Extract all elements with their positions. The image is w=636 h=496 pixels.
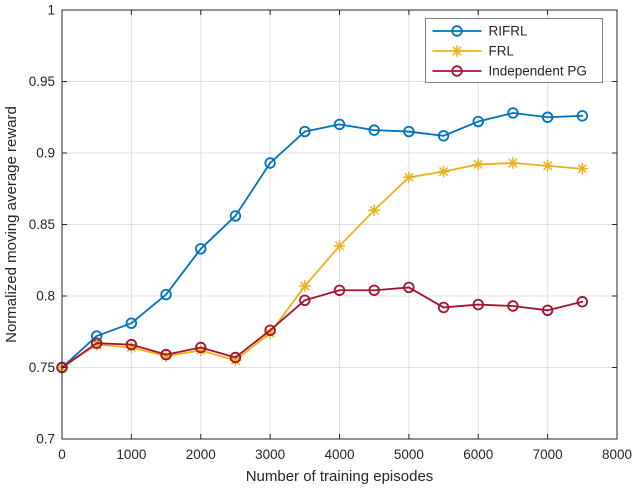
x-tick-label: 4000 — [324, 447, 354, 462]
circle-marker — [125, 338, 138, 351]
y-tick-label: 0.75 — [29, 360, 55, 375]
asterisk-marker — [437, 165, 450, 178]
x-tick-label: 5000 — [394, 447, 424, 462]
circle-marker — [195, 243, 207, 255]
circle-marker — [299, 125, 311, 138]
y-axis-title: Normalized moving average reward — [3, 106, 20, 343]
circle-marker — [264, 324, 276, 337]
tick-marks — [61, 9, 618, 440]
x-tick-labels: 0 1000 2000 3000 4000 5000 6000 7000 8000 — [58, 447, 632, 462]
circle-marker — [160, 288, 172, 301]
x-axis-title: Number of training episodes — [246, 468, 434, 485]
circle-marker — [299, 294, 311, 306]
x-tick-label: 2000 — [186, 447, 216, 462]
circle-marker — [472, 115, 484, 128]
legend: RIFRL FRL Independent PG — [425, 18, 603, 83]
y-tick-label: 0.85 — [29, 217, 55, 232]
circle-marker — [451, 65, 463, 77]
asterisk-marker — [541, 159, 554, 172]
x-tick-label: 0 — [58, 447, 66, 462]
legend-label: Independent PG — [489, 64, 587, 79]
series-independent-pg — [56, 281, 589, 374]
circle-marker — [403, 281, 415, 294]
circle-marker — [125, 317, 138, 329]
circle-marker — [195, 341, 207, 354]
circle-marker — [403, 125, 415, 138]
legend-item-independent-pg: Independent PG — [432, 64, 587, 79]
circle-marker — [507, 300, 519, 312]
series-line — [61, 112, 584, 369]
asterisk-marker — [298, 280, 311, 292]
circle-marker — [333, 118, 346, 131]
circle-marker — [576, 296, 589, 308]
y-tick-labels: 0.7 0.75 0.8 0.85 0.9 0.95 1 — [29, 3, 55, 447]
legend-item-rifrl: RIFRL — [432, 24, 528, 39]
y-tick-label: 0.9 — [36, 146, 55, 161]
circle-marker — [437, 130, 450, 142]
asterisk-marker — [451, 45, 463, 57]
x-tick-label: 6000 — [463, 447, 493, 462]
asterisk-marker — [402, 171, 415, 184]
asterisk-marker — [368, 204, 381, 217]
circle-marker — [333, 284, 346, 296]
circle-marker — [264, 157, 276, 169]
asterisk-marker — [576, 162, 589, 175]
circle-marker — [368, 284, 380, 296]
circle-marker — [90, 337, 103, 349]
circle-marker — [507, 107, 519, 119]
circle-marker — [160, 348, 172, 361]
asterisk-marker — [333, 240, 346, 252]
x-tick-label: 3000 — [255, 447, 285, 462]
legend-item-frl: FRL — [432, 44, 515, 59]
legend-label: RIFRL — [489, 24, 528, 39]
x-tick-label: 1000 — [116, 447, 146, 462]
circle-marker — [576, 110, 589, 122]
y-tick-label: 0.95 — [29, 74, 55, 89]
circle-marker — [451, 25, 463, 37]
series-line — [61, 286, 584, 369]
y-tick-label: 1 — [47, 3, 55, 18]
x-tick-label: 7000 — [533, 447, 563, 462]
asterisk-marker — [472, 158, 485, 171]
series-line — [61, 162, 584, 369]
circle-marker — [229, 351, 242, 364]
circle-marker — [541, 111, 554, 123]
circle-marker — [229, 210, 242, 222]
y-tick-label: 0.7 — [36, 432, 55, 447]
y-tick-label: 0.8 — [36, 289, 55, 304]
circle-marker — [541, 304, 554, 317]
x-tick-label: 8000 — [602, 447, 632, 462]
circle-marker — [472, 298, 484, 311]
legend-label: FRL — [489, 44, 515, 59]
circle-marker — [368, 124, 380, 136]
circle-marker — [437, 301, 450, 314]
series-rifrl — [56, 107, 589, 374]
asterisk-marker — [506, 157, 519, 169]
